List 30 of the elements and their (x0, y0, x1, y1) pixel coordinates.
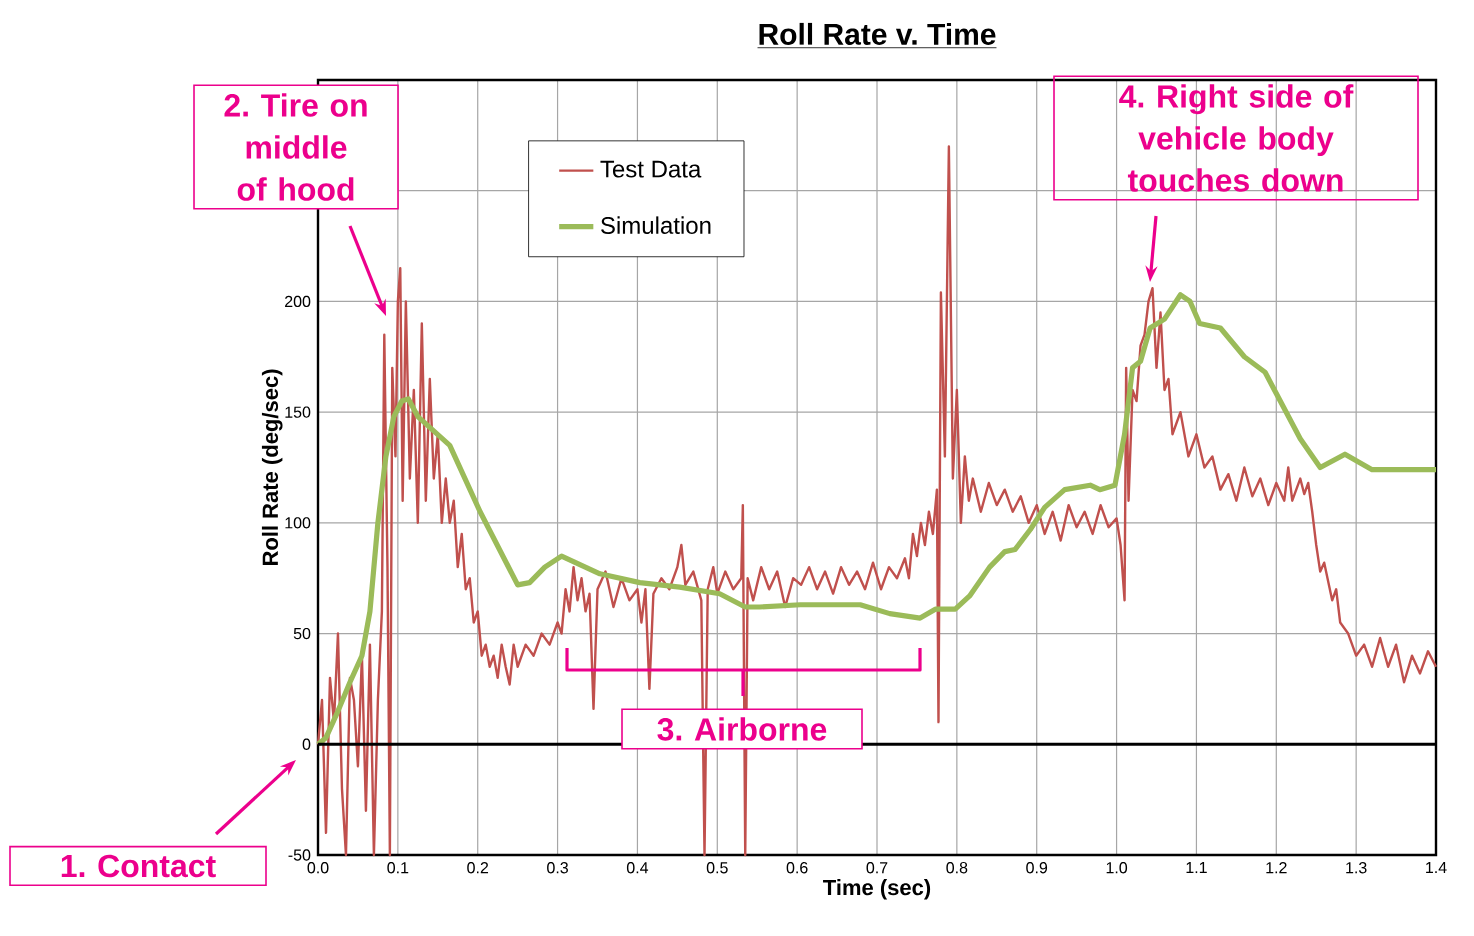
x-tick-label: 1.4 (1426, 862, 1447, 874)
x-tick-label: 0.0 (307, 862, 329, 874)
x-tick-label: 0.4 (626, 862, 649, 874)
y-tick-label: 200 (285, 295, 311, 308)
y-tick-label: -50 (288, 849, 311, 861)
x-tick-label: 0.8 (946, 862, 968, 874)
x-tick-label: 0.3 (547, 862, 568, 874)
x-tick-label: 0.2 (467, 862, 489, 874)
y-tick-label: 0 (302, 738, 311, 750)
legend-label: Test Data (600, 160, 702, 178)
chart-title: Roll Rate v. Time (759, 22, 996, 45)
annotation: 4. Right side of vehicle body touches down (1119, 84, 1354, 192)
x-tick-label: 1.3 (1346, 862, 1367, 874)
annotation: 3. Airborne (657, 717, 827, 741)
y-axis-title: Roll Rate (deg/sec) (261, 369, 283, 566)
annotation: 2. Tire on middle of hood (224, 93, 367, 201)
x-tick-label: 0.1 (387, 862, 409, 874)
y-tick-label: 100 (285, 517, 311, 529)
x-tick-label: 0.7 (866, 862, 888, 874)
x-tick-label: 1.0 (1106, 862, 1128, 874)
x-axis-title: Time (sec) (823, 879, 931, 900)
legend-label: Simulation (601, 216, 711, 234)
x-tick-label: 1.2 (1266, 862, 1287, 874)
x-tick-label: 0.6 (786, 862, 808, 874)
x-tick-label: 0.5 (706, 862, 728, 874)
text: 1. Contact (61, 854, 216, 878)
y-tick-label: 50 (293, 627, 311, 640)
x-tick-label: 1.1 (1186, 862, 1207, 874)
x-tick-label: 0.9 (1026, 862, 1048, 874)
y-tick-label: 150 (285, 406, 311, 418)
